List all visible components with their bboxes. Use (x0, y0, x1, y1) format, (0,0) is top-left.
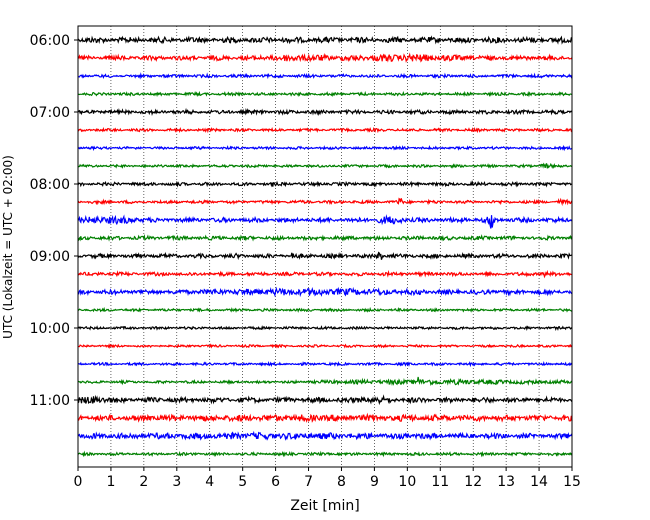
x-tick-label: 5 (238, 474, 247, 490)
trace-0915 (77, 269, 573, 279)
trace-0645 (77, 90, 573, 98)
trace-0600 (77, 35, 573, 45)
trace-1000 (77, 325, 573, 331)
trace-1015 (77, 343, 573, 349)
plot-frame (77, 25, 573, 468)
x-tick-label: 6 (271, 474, 280, 490)
trace-0930 (77, 286, 573, 298)
x-axis-label: Zeit [min] (290, 498, 359, 514)
x-tick-label: 14 (530, 474, 548, 490)
trace-1100 (77, 394, 573, 406)
trace-0630 (77, 72, 573, 80)
x-tick-label: 0 (74, 474, 83, 490)
trace-0815 (77, 197, 573, 207)
x-tick-label: 11 (431, 474, 449, 490)
trace-0745 (77, 162, 573, 169)
trace-0730 (77, 144, 573, 152)
trace-1045 (77, 376, 573, 387)
trace-0900 (77, 251, 573, 261)
trace-1130 (77, 430, 573, 441)
y-tick-label: 11:00 (30, 393, 70, 409)
x-tick-label: 1 (106, 474, 115, 490)
x-tick-label: 10 (398, 474, 416, 490)
trace-0700 (77, 107, 573, 117)
x-tick-label: 3 (172, 474, 181, 490)
x-tick-label: 9 (370, 474, 379, 490)
x-tick-label: 12 (464, 474, 482, 490)
x-tick-label: 8 (337, 474, 346, 490)
y-tick-label: 07:00 (30, 105, 70, 121)
trace-0800 (77, 180, 573, 188)
y-axis-ticks: 06:00 07:00 08:00 09:00 10:00 11:00 (30, 33, 78, 409)
x-axis-ticks: 0 1 2 3 4 5 6 7 8 9 10 11 12 13 14 15 (74, 467, 581, 490)
x-tick-label: 2 (139, 474, 148, 490)
x-tick-label: 15 (563, 474, 581, 490)
trace-1030 (77, 361, 573, 368)
trace-0615 (77, 52, 573, 63)
y-tick-label: 09:00 (30, 249, 70, 265)
y-tick-label: 08:00 (30, 177, 70, 193)
trace-0715 (77, 126, 573, 134)
trace-1145 (77, 450, 573, 458)
y-tick-label: 06:00 (30, 33, 70, 49)
trace-1115 (77, 412, 573, 423)
y-tick-label: 10:00 (30, 321, 70, 337)
x-tick-label: 7 (304, 474, 313, 490)
trace-0945 (77, 306, 573, 313)
x-tick-label: 4 (205, 474, 214, 490)
seismic-traces (77, 35, 573, 458)
trace-0830 (77, 214, 573, 229)
trace-0845 (77, 234, 573, 242)
y-axis-label: UTC (Lokalzeit = UTC + 02:00) (1, 155, 15, 339)
x-tick-label: 13 (497, 474, 515, 490)
